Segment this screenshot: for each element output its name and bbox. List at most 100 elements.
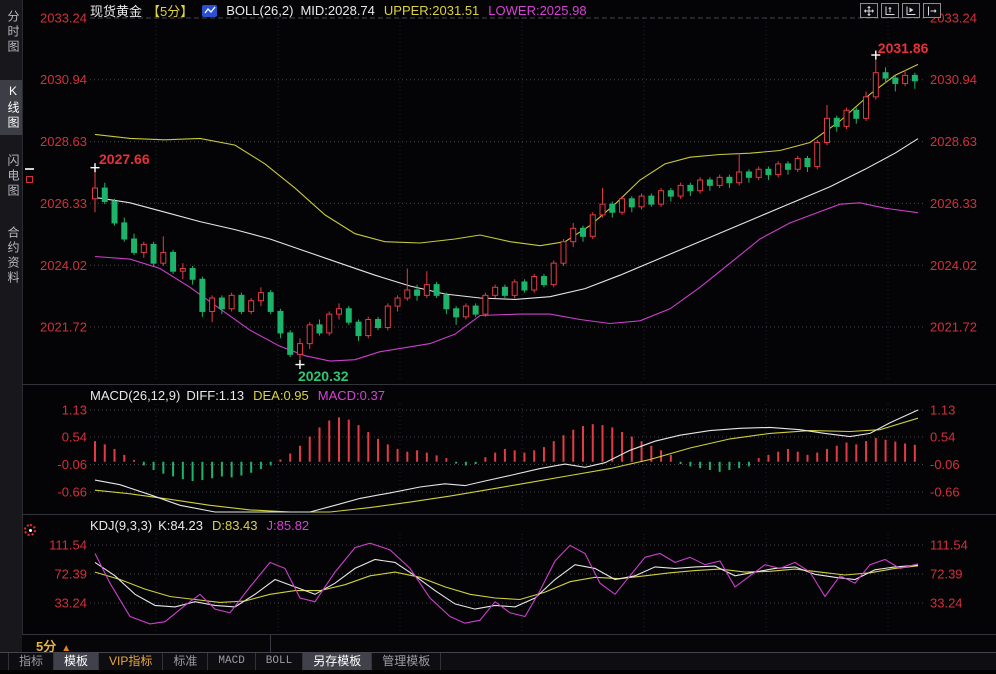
candle-body <box>492 286 499 296</box>
candle-body <box>218 297 225 310</box>
crosshair-pan-icon[interactable] <box>860 3 878 18</box>
candle-body <box>384 305 391 329</box>
candle-body <box>336 308 342 315</box>
tab-vip-indicators[interactable]: VIP指标 <box>99 653 164 670</box>
axis-label-left: 2028.63 <box>40 134 87 149</box>
candle-body <box>570 227 577 243</box>
candle-body <box>296 343 303 355</box>
sidebar-item-kline-chart[interactable]: K线图 <box>0 80 22 135</box>
period-badge: 【5分】 <box>147 4 194 19</box>
candle-body <box>150 243 157 264</box>
candle-body <box>804 158 811 168</box>
axis-label-right: 2026.33 <box>930 196 977 211</box>
tab-indicators[interactable]: 指标 <box>8 653 55 670</box>
candle-body <box>131 238 138 253</box>
candle-body <box>277 310 284 334</box>
candle-body <box>540 276 547 286</box>
kdj-j-value: J:85.82 <box>266 518 310 533</box>
candle-body <box>443 294 450 310</box>
candle-body <box>599 203 606 216</box>
chart-template-icon[interactable] <box>202 4 218 17</box>
candle-body <box>453 308 460 318</box>
candle-body <box>257 292 264 302</box>
axis-label-right: 2028.63 <box>930 134 977 149</box>
candle-body <box>872 72 879 98</box>
candle-body <box>248 300 255 312</box>
candle-body <box>824 117 830 143</box>
axis-label-right: 1.13 <box>930 403 955 418</box>
axis-zoom-up-icon[interactable] <box>881 3 899 18</box>
axis-label-left: 1.13 <box>62 403 87 418</box>
panel-divider <box>22 384 996 385</box>
sidebar-item-lightning-chart[interactable]: 闪电图 <box>6 154 20 199</box>
candle-body <box>160 251 167 264</box>
candle-body <box>550 262 557 286</box>
kdj-k-value: K:84.23 <box>158 518 203 533</box>
candle-body <box>140 243 147 253</box>
candle-body <box>736 171 743 184</box>
candle-body <box>745 171 752 178</box>
tab-macd[interactable]: MACD <box>208 653 256 670</box>
candle-body <box>521 281 528 291</box>
candle-body <box>843 109 850 127</box>
sidebar-item-contract-info[interactable]: 合约资料 <box>6 226 20 286</box>
candle-body <box>775 163 782 176</box>
candle-body <box>658 190 665 205</box>
candle-body <box>853 109 860 119</box>
candle-body <box>794 158 801 170</box>
macd-layer <box>94 409 919 513</box>
axis-label-right: 33.24 <box>930 596 963 611</box>
macd-dea-value: DEA:0.95 <box>253 388 309 403</box>
axis-label-left: 111.54 <box>49 538 87 553</box>
candle-body <box>111 200 118 224</box>
tab-templates[interactable]: 模板 <box>54 653 100 670</box>
candle-body <box>560 241 567 264</box>
axis-label-right: 2024.02 <box>930 258 977 273</box>
tab-save-template[interactable]: 另存模板 <box>303 653 373 670</box>
candle-body <box>911 74 918 82</box>
boll-bands-layer <box>94 63 919 362</box>
candle-body <box>482 294 489 315</box>
candle-body <box>189 268 196 280</box>
indicator-settings-sun-icon[interactable] <box>24 524 36 536</box>
candle-body <box>667 190 674 197</box>
period-arrow-icon: ▲ <box>61 643 72 654</box>
axis-label-right: 72.39 <box>930 567 963 582</box>
candle-body <box>306 324 313 345</box>
candle-body <box>316 324 323 334</box>
period-selector[interactable]: 5分 ▲ <box>36 636 71 655</box>
sidebar-item-time-chart[interactable]: 分时图 <box>6 10 20 55</box>
candle-body <box>697 179 704 192</box>
tab-manage-templates[interactable]: 管理模板 <box>372 653 442 670</box>
status-divider <box>270 635 271 652</box>
axis-play-icon[interactable] <box>902 3 920 18</box>
candle-body <box>365 318 372 337</box>
tab-standard[interactable]: 标准 <box>163 653 209 670</box>
chart-toolbar <box>860 3 941 18</box>
macd-diff-value: DIFF:1.13 <box>186 388 245 403</box>
kdj-indicator-name: KDJ(9,3,3) <box>90 518 153 533</box>
boll-indicator-name: BOLL(26,2) <box>226 3 294 18</box>
candle-body <box>755 168 762 178</box>
axis-label-left: 33.24 <box>54 596 87 611</box>
edge-square-marker <box>26 176 33 183</box>
candle-body <box>902 74 909 84</box>
page-forward-icon[interactable] <box>923 3 941 18</box>
candle-body <box>687 184 694 192</box>
candle-body <box>287 332 294 355</box>
macd-macd-value: MACD:0.37 <box>317 388 385 403</box>
candle-body <box>394 297 401 307</box>
candle-body <box>472 305 479 315</box>
chart-header: 现货黄金 【5分】 BOLL(26,2) MID:2028.74 UPPER:2… <box>90 3 587 19</box>
axis-label-left: 2026.33 <box>40 196 87 211</box>
candle-body <box>619 198 626 213</box>
candle-body <box>638 195 645 208</box>
kdj-d-value: D:83.43 <box>211 518 258 533</box>
tab-boll[interactable]: BOLL <box>256 653 304 670</box>
axis-label-right: -0.66 <box>930 485 960 500</box>
axis-label-right: -0.06 <box>930 457 960 472</box>
annotation-markers <box>90 50 881 370</box>
edge-dash-marker <box>25 168 34 170</box>
candle-body <box>648 195 655 205</box>
